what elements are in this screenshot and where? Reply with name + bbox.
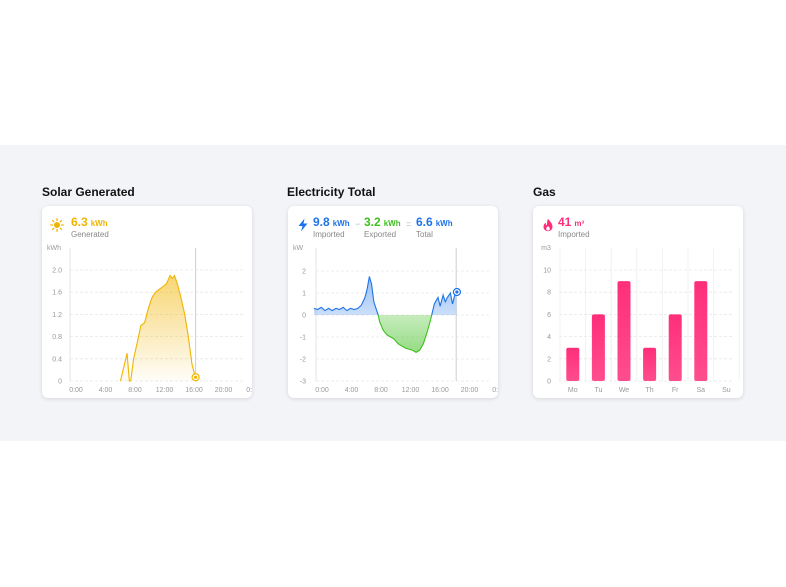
exported-area bbox=[314, 315, 457, 353]
solar-y-tick: 0.8 bbox=[52, 334, 62, 341]
gas-x-tick: Sa bbox=[697, 387, 706, 394]
electricity-x-tick: 16:00 bbox=[431, 387, 449, 394]
solar-x-tick: 0:00 bbox=[69, 387, 83, 394]
electricity-y-tick: -1 bbox=[300, 335, 306, 342]
electricity-y-tick: -3 bbox=[300, 379, 306, 386]
total-label: Total bbox=[416, 230, 433, 239]
total-stat: 6.6 kWh Total bbox=[416, 215, 453, 239]
electricity-current-dot bbox=[455, 290, 459, 294]
solar-y-axis-label: kWh bbox=[47, 245, 61, 252]
gas-value: 41 bbox=[558, 215, 572, 229]
solar-chart: kWh 0 0.4 0.8 1.2 1.6 2.0 0:00 4:00 8:00 12:00 16:0… bbox=[47, 245, 252, 394]
imported-label: Imported bbox=[313, 230, 345, 239]
total-unit: kWh bbox=[435, 219, 453, 228]
electricity-y-tick: 0 bbox=[302, 313, 306, 320]
electricity-y-tick: 1 bbox=[302, 291, 306, 298]
imported-stat: 9.8 kWh Imported bbox=[313, 215, 350, 239]
gas-chart: m3 10 8 6 4 2 0 Mo Tu We Th Fr Sa Su bbox=[541, 245, 740, 394]
electricity-chart: kW 2 1 0 -1 -2 -3 0:00 4:00 8:00 12:00 16:00 20:00 0:… bbox=[293, 245, 498, 394]
solar-title: Solar Generated bbox=[42, 185, 135, 199]
gas-y-tick: 8 bbox=[547, 290, 551, 297]
gas-y-tick: 2 bbox=[547, 356, 551, 363]
gas-card[interactable]: m3 10 8 6 4 2 0 Mo Tu We Th Fr Sa Su 41 m³ Imported bbox=[533, 206, 743, 398]
exported-value: 3.2 bbox=[364, 215, 381, 229]
gas-bar bbox=[617, 281, 631, 381]
gas-y-axis-label: m3 bbox=[541, 245, 551, 252]
gas-stat: 41 m³ Imported bbox=[558, 215, 590, 239]
solar-x-tick: 8:00 bbox=[128, 387, 142, 394]
electricity-x-tick: 20:00 bbox=[461, 387, 479, 394]
exported-stat: 3.2 kWh Exported bbox=[364, 215, 401, 239]
gas-y-tick: 4 bbox=[547, 334, 551, 341]
flame-icon bbox=[541, 218, 555, 232]
gas-y-tick: 6 bbox=[547, 312, 551, 319]
gas-x-tick: We bbox=[619, 387, 629, 394]
imported-line bbox=[313, 276, 458, 315]
imported-unit: kWh bbox=[332, 219, 350, 228]
solar-x-tick: 12:00 bbox=[156, 387, 174, 394]
solar-stat: 6.3 kWh Generated bbox=[71, 215, 109, 239]
exported-label: Exported bbox=[364, 230, 397, 239]
solar-x-tick: 0:00 bbox=[246, 387, 252, 394]
gas-unit: m³ bbox=[574, 219, 585, 228]
electricity-y-axis-label: kW bbox=[293, 245, 304, 252]
solar-current-dot bbox=[194, 375, 198, 379]
lightning-icon bbox=[296, 218, 310, 232]
solar-label: Generated bbox=[71, 230, 109, 239]
solar-value: 6.3 bbox=[71, 215, 88, 229]
solar-x-tick: 20:00 bbox=[215, 387, 233, 394]
solar-x-tick: 16:00 bbox=[185, 387, 203, 394]
gas-x-tick: Tu bbox=[594, 387, 602, 394]
electricity-x-tick: 0:00 bbox=[492, 387, 498, 394]
solar-y-tick: 2.0 bbox=[52, 268, 62, 275]
exported-line bbox=[377, 315, 433, 354]
gas-label: Imported bbox=[558, 230, 590, 239]
electricity-x-tick: 4:00 bbox=[345, 387, 359, 394]
solar-x-tick: 4:00 bbox=[99, 387, 113, 394]
sun-icon bbox=[50, 218, 64, 232]
electricity-x-tick: 0:00 bbox=[315, 387, 329, 394]
gas-y-tick: 10 bbox=[543, 268, 551, 275]
gas-y-tick: 0 bbox=[547, 379, 551, 386]
minus-separator: − bbox=[355, 219, 361, 229]
solar-card[interactable]: kWh 0 0.4 0.8 1.2 1.6 2.0 0:00 4:00 8:00 12:00 16:0… bbox=[42, 206, 252, 398]
imported-value: 9.8 bbox=[313, 215, 330, 229]
exported-unit: kWh bbox=[383, 219, 401, 228]
electricity-title: Electricity Total bbox=[287, 185, 376, 199]
total-value: 6.6 bbox=[416, 215, 433, 229]
gas-bar bbox=[694, 281, 708, 381]
gas-bar bbox=[591, 314, 605, 381]
solar-y-tick: 0 bbox=[58, 379, 62, 386]
solar-area bbox=[120, 275, 196, 381]
electricity-card[interactable]: kW 2 1 0 -1 -2 -3 0:00 4:00 8:00 12:00 16:00 20:00 0:… bbox=[288, 206, 498, 398]
solar-y-tick: 1.2 bbox=[52, 312, 62, 319]
imported-area bbox=[314, 276, 457, 315]
solar-line bbox=[119, 274, 197, 382]
gas-x-tick: Th bbox=[646, 387, 654, 394]
solar-y-tick: 1.6 bbox=[52, 290, 62, 297]
electricity-x-tick: 12:00 bbox=[402, 387, 420, 394]
electricity-y-tick: -2 bbox=[300, 357, 306, 364]
electricity-y-tick: 2 bbox=[302, 269, 306, 276]
solar-unit: kWh bbox=[90, 219, 108, 228]
gas-x-tick: Mo bbox=[568, 387, 578, 394]
gas-bar bbox=[643, 347, 657, 381]
gas-bar bbox=[566, 347, 580, 381]
gas-x-tick: Fr bbox=[672, 387, 679, 394]
gas-title: Gas bbox=[533, 185, 556, 199]
gas-x-tick: Su bbox=[722, 387, 731, 394]
electricity-x-tick: 8:00 bbox=[374, 387, 388, 394]
gas-bar bbox=[668, 314, 682, 381]
solar-y-tick: 0.4 bbox=[52, 356, 62, 363]
equals-separator: = bbox=[406, 219, 412, 229]
